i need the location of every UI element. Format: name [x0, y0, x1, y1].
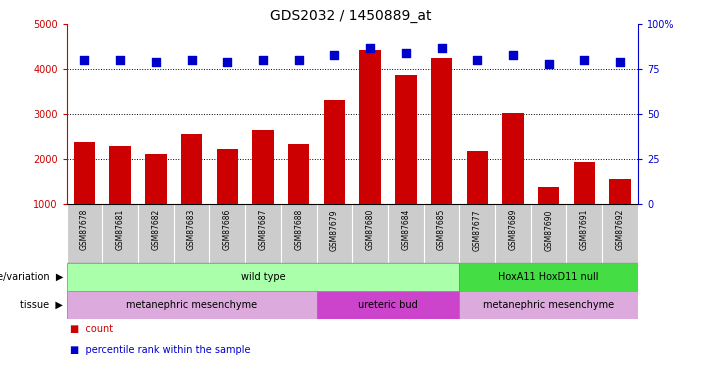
- Bar: [145, 153, 167, 204]
- Bar: [109, 146, 131, 204]
- Bar: [573, 162, 595, 204]
- Text: GSM87691: GSM87691: [580, 209, 589, 251]
- Text: GSM87679: GSM87679: [330, 209, 339, 251]
- Bar: [324, 99, 345, 204]
- Text: GSM87682: GSM87682: [151, 209, 161, 250]
- Bar: [459, 262, 638, 291]
- Text: GSM87681: GSM87681: [116, 209, 125, 250]
- Bar: [67, 262, 459, 291]
- Text: GSM87690: GSM87690: [544, 209, 553, 251]
- Text: GDS2032 / 1450889_at: GDS2032 / 1450889_at: [270, 9, 431, 23]
- Text: GSM87684: GSM87684: [401, 209, 410, 251]
- Bar: [459, 291, 638, 319]
- Text: ureteric bud: ureteric bud: [358, 300, 418, 310]
- Bar: [360, 50, 381, 204]
- Text: GSM87677: GSM87677: [472, 209, 482, 251]
- Point: [400, 50, 411, 56]
- Text: ■  count: ■ count: [70, 324, 114, 334]
- Text: GSM87683: GSM87683: [187, 209, 196, 251]
- Bar: [252, 130, 273, 204]
- Bar: [181, 134, 203, 204]
- Point: [436, 45, 447, 51]
- Point: [79, 57, 90, 63]
- Bar: [502, 114, 524, 204]
- Bar: [466, 151, 488, 204]
- Point: [257, 57, 268, 63]
- Point: [186, 57, 197, 63]
- Text: wild type: wild type: [240, 272, 285, 282]
- Bar: [395, 75, 416, 204]
- Text: tissue  ▶: tissue ▶: [20, 300, 63, 310]
- Point: [150, 59, 161, 65]
- Text: GSM87688: GSM87688: [294, 209, 304, 250]
- Text: GSM87686: GSM87686: [223, 209, 232, 251]
- Text: metanephric mesenchyme: metanephric mesenchyme: [483, 300, 614, 310]
- Bar: [317, 291, 459, 319]
- Text: HoxA11 HoxD11 null: HoxA11 HoxD11 null: [498, 272, 599, 282]
- Bar: [538, 187, 559, 204]
- Text: ■  percentile rank within the sample: ■ percentile rank within the sample: [70, 345, 250, 355]
- Bar: [288, 144, 309, 204]
- Point: [615, 59, 626, 65]
- Text: GSM87689: GSM87689: [508, 209, 517, 251]
- Text: GSM87680: GSM87680: [366, 209, 374, 251]
- Bar: [609, 179, 631, 204]
- Bar: [74, 142, 95, 204]
- Text: GSM87687: GSM87687: [259, 209, 268, 251]
- Point: [472, 57, 483, 63]
- Text: GSM87692: GSM87692: [615, 209, 625, 251]
- Point: [579, 57, 590, 63]
- Point: [114, 57, 125, 63]
- Bar: [431, 58, 452, 204]
- Point: [329, 52, 340, 58]
- Bar: [217, 148, 238, 204]
- Text: metanephric mesenchyme: metanephric mesenchyme: [126, 300, 257, 310]
- Point: [293, 57, 304, 63]
- Text: GSM87678: GSM87678: [80, 209, 89, 251]
- Point: [365, 45, 376, 51]
- Point: [508, 52, 519, 58]
- Point: [222, 59, 233, 65]
- Point: [543, 61, 554, 67]
- Bar: [67, 291, 317, 319]
- Text: genotype/variation  ▶: genotype/variation ▶: [0, 272, 63, 282]
- Text: GSM87685: GSM87685: [437, 209, 446, 251]
